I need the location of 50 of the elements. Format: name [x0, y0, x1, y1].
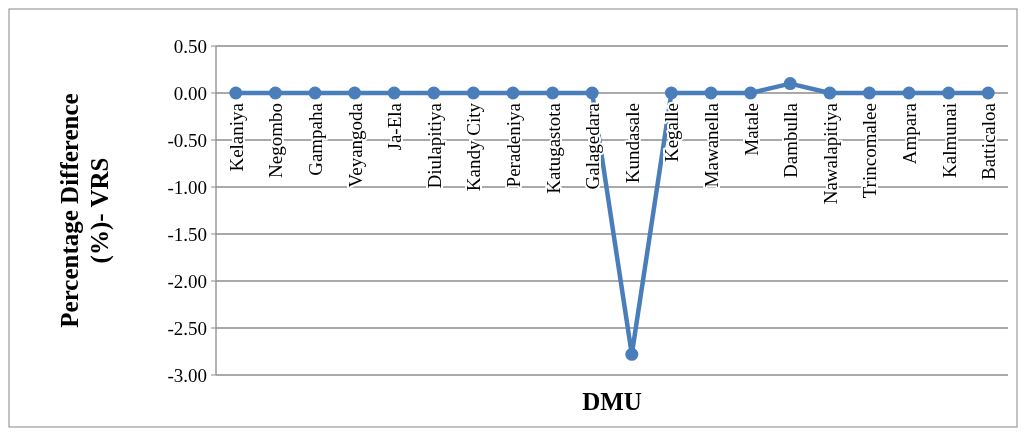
y-tick-label: -2.00 — [167, 270, 207, 292]
y-axis-title: Percentage Difference (%)- VRS — [56, 93, 114, 328]
x-tick-label: Nawalapitiya — [819, 102, 841, 205]
x-tick-label: Trincomalee — [859, 103, 881, 199]
x-tick-label: Kegalle — [661, 103, 683, 163]
x-axis-title: DMU — [582, 388, 642, 415]
y-tick-label: -1.50 — [167, 223, 207, 245]
point — [704, 86, 718, 100]
x-tick-label: Gampaha — [305, 102, 326, 176]
x-tick-label: Diulapitiya — [423, 102, 445, 189]
point — [506, 86, 520, 100]
x-tick-label: Peradeniya — [503, 102, 524, 188]
point — [268, 86, 282, 100]
x-tick-label: Veyangoda — [344, 102, 366, 188]
point — [585, 86, 599, 100]
x-tick-label: Batticaloa — [978, 102, 1000, 181]
x-tick-label: Negombo — [265, 103, 287, 178]
point — [625, 347, 639, 361]
point — [981, 86, 995, 100]
point — [862, 86, 876, 100]
x-tick-label: Dambulla — [780, 102, 802, 178]
point — [348, 86, 362, 100]
y-tick-label: -1.00 — [167, 176, 207, 198]
point — [466, 86, 480, 100]
point — [308, 86, 322, 100]
x-tick-label: Ja-Ela — [384, 102, 406, 151]
point — [229, 86, 243, 100]
x-tick-label: Kandy City — [463, 102, 485, 192]
point — [902, 86, 916, 100]
y-tick-label: 0.00 — [173, 82, 207, 104]
x-tick-label: Kalmunai — [938, 103, 960, 178]
x-tick-label: Katugastota — [542, 102, 564, 194]
point — [942, 86, 956, 100]
point — [783, 77, 797, 91]
x-tick-label: Kundasale — [621, 103, 643, 184]
x-tick-label: Galagedara — [582, 102, 604, 190]
point — [427, 86, 441, 100]
y-tick-label: -2.50 — [167, 317, 207, 339]
y-tick-label: 0.50 — [173, 35, 207, 57]
point — [546, 86, 560, 100]
y-tick-label: -3.00 — [167, 364, 207, 386]
point — [387, 86, 401, 100]
x-tick-label: Kelaniya — [225, 102, 247, 172]
y-tick-label: -0.50 — [167, 129, 207, 151]
x-tick-label: Mawanella — [701, 102, 722, 188]
x-tick-label: Ampara — [899, 102, 920, 165]
point — [744, 86, 758, 100]
point — [664, 86, 678, 100]
point — [823, 86, 837, 100]
x-tick-label: Matale — [740, 103, 762, 156]
